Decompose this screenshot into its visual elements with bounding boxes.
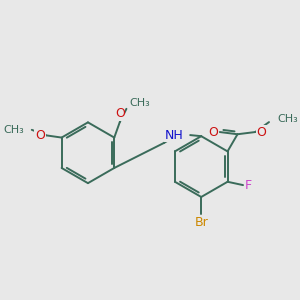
Text: O: O	[256, 125, 266, 139]
Text: CH₃: CH₃	[277, 114, 298, 124]
Text: NH: NH	[165, 129, 184, 142]
Text: F: F	[245, 178, 252, 192]
Text: O: O	[208, 125, 218, 139]
Text: CH₃: CH₃	[130, 98, 151, 108]
Text: CH₃: CH₃	[3, 125, 24, 135]
Text: O: O	[35, 129, 45, 142]
Text: Br: Br	[194, 216, 208, 229]
Text: O: O	[115, 107, 125, 120]
